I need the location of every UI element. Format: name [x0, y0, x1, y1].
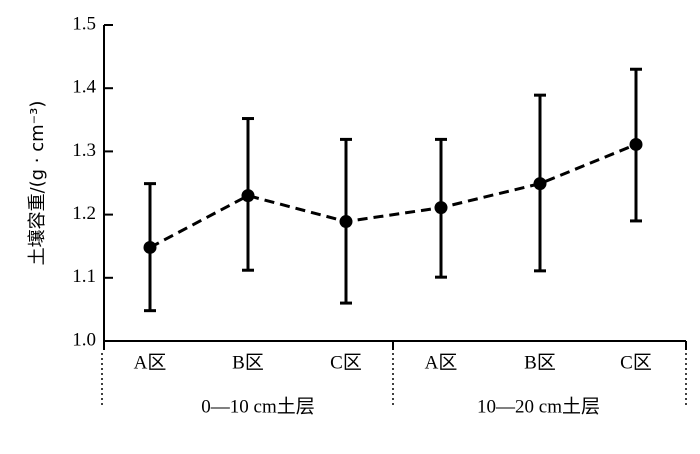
error-bars [144, 67, 642, 313]
category-label: C区 [620, 352, 652, 373]
y-tick-label: 1.0 [72, 329, 96, 350]
group-label: 0—10 cm土层 [201, 395, 314, 417]
data-markers [143, 137, 643, 254]
group-separators [101, 353, 687, 408]
category-label: A区 [425, 352, 458, 373]
group-label: 10—20 cm土层 [477, 395, 600, 417]
category-labels: A区 B区 C区 A区 B区 C区 [134, 352, 652, 373]
data-point [143, 240, 157, 254]
y-ticks: 1.0 1.1 1.2 1.3 1.4 1.5 [72, 13, 113, 350]
series-line [149, 143, 637, 249]
x-ticks [103, 341, 687, 350]
group-labels: 0—10 cm土层 10—20 cm土层 [201, 395, 600, 417]
data-point [533, 177, 547, 191]
data-point [339, 215, 353, 229]
category-label: B区 [524, 352, 556, 373]
category-label: B区 [232, 352, 264, 373]
y-axis-title: 土壤容重/(g · cm⁻³) [27, 101, 48, 266]
y-tick-label: 1.2 [72, 203, 96, 224]
category-label: C区 [330, 352, 362, 373]
y-tick-label: 1.5 [72, 13, 96, 34]
y-tick-label: 1.1 [72, 266, 96, 287]
category-label: A区 [134, 352, 167, 373]
data-point [434, 201, 448, 215]
y-tick-label: 1.3 [72, 140, 96, 161]
y-tick-label: 1.4 [72, 77, 96, 98]
data-point [629, 137, 643, 151]
data-point [241, 189, 255, 203]
